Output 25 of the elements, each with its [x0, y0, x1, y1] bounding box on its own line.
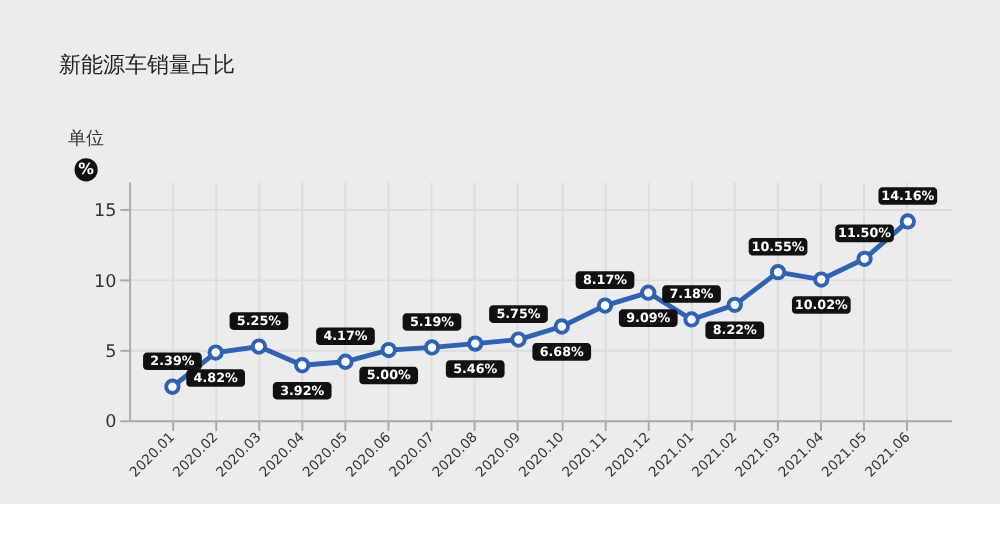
point — [380, 341, 397, 359]
point — [164, 378, 181, 395]
point — [856, 250, 873, 267]
point — [467, 335, 484, 352]
y-tick-label: 10 — [94, 272, 118, 293]
point — [596, 297, 614, 314]
point — [769, 264, 787, 281]
y-tick-label: 0 — [105, 413, 118, 434]
point — [510, 331, 527, 348]
point — [899, 213, 916, 230]
point — [683, 311, 700, 328]
y-tick-label: 15 — [94, 202, 117, 223]
point — [423, 339, 441, 356]
point — [294, 357, 311, 374]
point — [553, 318, 570, 335]
point — [250, 338, 268, 355]
y-axis-title: 单位 — [68, 128, 105, 151]
point — [207, 344, 224, 361]
chart-title: 新能源车销量占比 — [58, 51, 235, 78]
point — [640, 284, 657, 301]
point — [337, 353, 354, 370]
point — [726, 296, 743, 313]
point — [813, 271, 830, 288]
y-tick-label: 5 — [105, 342, 117, 363]
text: % — [78, 159, 95, 178]
